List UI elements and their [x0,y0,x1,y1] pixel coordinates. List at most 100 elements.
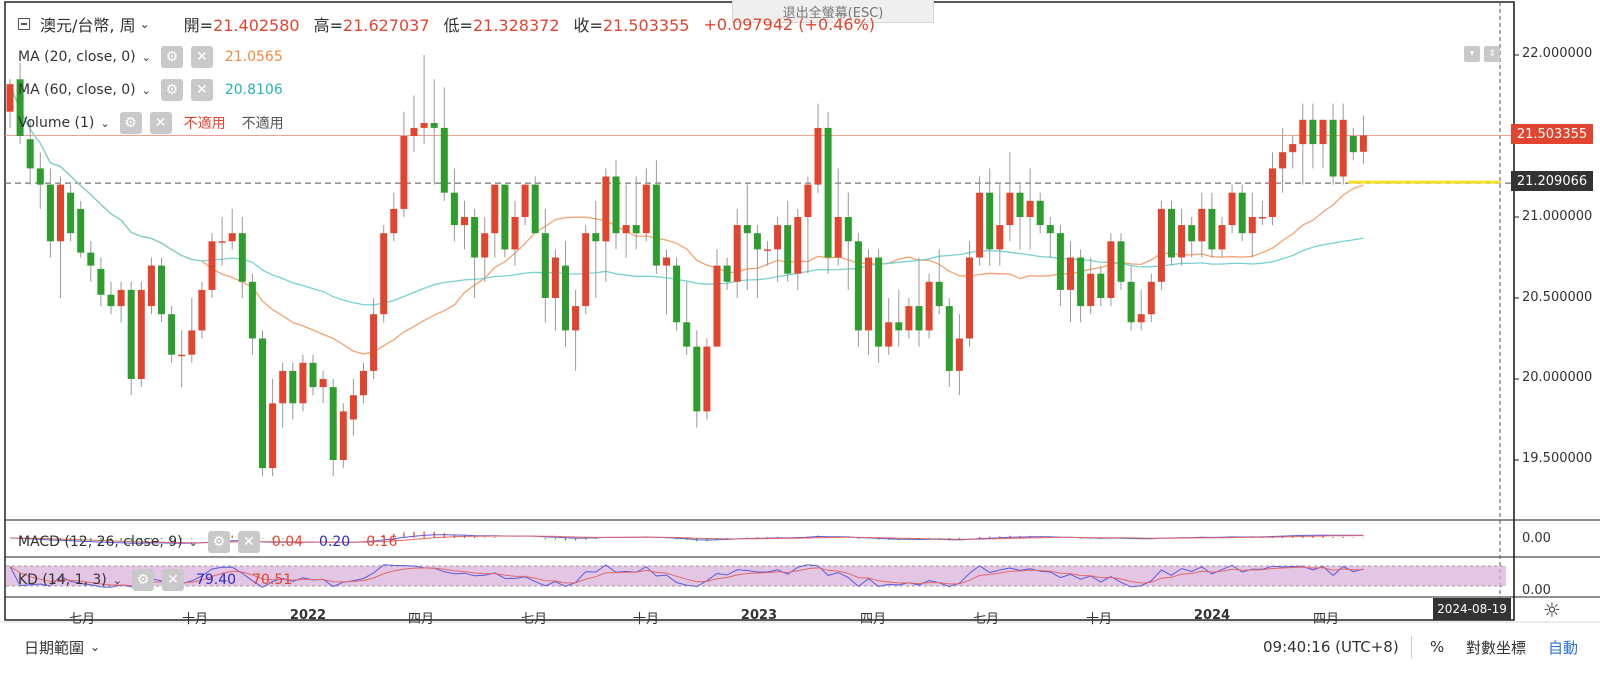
candle-body [632,225,640,234]
candle-body [784,225,792,274]
candle-body [703,346,711,412]
close-icon[interactable]: ✕ [190,79,213,101]
candle-body [158,265,165,315]
symbol-label[interactable]: 澳元/台幣, 周 [40,16,136,35]
chevron-down-icon[interactable]: ⌄ [141,83,151,97]
candle-body [299,362,307,404]
close-icon[interactable]: ✕ [190,46,213,68]
candle-body [319,379,327,388]
candle-body [1137,314,1145,323]
log-scale-toggle[interactable]: 對數坐標 [1466,638,1527,657]
candle-body [592,233,600,242]
candle-body [1349,136,1357,153]
candle-body [1056,233,1064,290]
candle-body [208,241,216,290]
candle-body [531,184,539,234]
candle-body [46,184,54,242]
candle-body [1218,225,1226,250]
ma60-label[interactable]: MA (60, close, 0) [18,82,136,98]
candle-body [935,281,943,307]
time-tick: 七月 [520,612,548,627]
candle-body [218,241,226,243]
candle-body [612,176,620,234]
candle-body [683,322,691,347]
exit-fullscreen-button[interactable]: 退出全螢幕(ESC) [732,0,934,23]
candle-body [1329,119,1337,177]
collapse-pane-icon[interactable]: ▾ [1464,46,1480,62]
collapse-icon[interactable] [18,18,30,30]
candle-body [26,139,34,169]
candle-body [420,123,428,128]
auto-scale-toggle[interactable]: 自動 [1548,638,1579,657]
time-tick: 十月 [1085,612,1113,627]
settings-sun-icon[interactable]: ☼ [1543,598,1561,622]
candle-body [1006,192,1014,226]
gear-icon[interactable]: ⚙ [160,46,183,68]
price-tick: 19.500000 [1522,451,1593,466]
ohlc-readout: 開=21.402580 高=21.627037 低=21.328372 收=21… [183,16,690,35]
chevron-down-icon[interactable]: ⌄ [100,116,110,130]
close-icon[interactable]: ✕ [149,112,172,134]
candle-body [339,411,347,460]
kd-label[interactable]: KD (14, 1, 3) [18,572,107,588]
candle-body [875,257,883,347]
chevron-down-icon[interactable]: ⌄ [112,573,122,587]
chevron-down-icon[interactable]: ⌄ [141,50,151,64]
candle-body [1157,208,1165,282]
candle-body [16,79,24,136]
candle-body [774,225,782,250]
candle-body [410,127,418,136]
percent-toggle[interactable]: % [1430,638,1445,656]
candle-body [279,370,287,404]
candle-body [107,294,115,307]
maximize-pane-icon[interactable]: ⇕ [1484,46,1500,62]
candle-body [976,192,984,258]
candle-body [1198,208,1206,242]
candle-body [259,338,266,469]
candle-body [1107,241,1115,298]
candle-body [804,184,812,217]
kd-band [6,566,1506,586]
candle-body [794,217,802,274]
close-icon[interactable]: ✕ [237,531,260,553]
candle-body [269,403,277,469]
price-tick: 20.000000 [1522,370,1593,385]
candle-body [67,192,75,234]
candle-body [501,184,509,250]
candle-body [400,136,408,209]
candle-body [1299,119,1307,145]
clock-readout[interactable]: 09:40:16 (UTC+8) [1263,638,1399,656]
candle-body [1147,281,1155,315]
candle-body [461,217,468,226]
macd-label[interactable]: MACD (12, 26, close, 9) [18,534,183,550]
candle-body [349,395,357,420]
candle-body [248,281,256,339]
candle-body [1258,217,1266,219]
chevron-down-icon[interactable]: ⌄ [139,17,150,31]
gear-icon[interactable]: ⚙ [207,531,230,553]
candle-body [1359,135,1367,152]
gear-icon[interactable]: ⚙ [131,569,154,591]
volume-label[interactable]: Volume (1) [18,115,95,131]
ma20-label[interactable]: MA (20, close, 0) [18,49,136,65]
candle-body [824,127,832,258]
candle-body [87,252,95,266]
gear-icon[interactable]: ⚙ [119,112,142,134]
date-range-button[interactable]: 日期範圍 ⌄ [24,632,100,662]
date-range-label: 日期範圍 [24,638,85,657]
close-icon[interactable]: ✕ [161,569,184,591]
time-tick: 四月 [1312,612,1340,627]
chevron-down-icon[interactable]: ⌄ [188,535,198,549]
gear-icon[interactable]: ⚙ [160,79,183,101]
candle-body [168,314,176,355]
time-tick: 十月 [632,612,660,627]
candle-body [1339,119,1347,177]
candle-body [117,289,125,307]
candle-body [1046,225,1054,234]
macd-value-2: 0.20 [319,534,351,550]
candle-body [36,168,44,185]
candle-body [1067,257,1074,290]
candle-body [1228,192,1236,226]
